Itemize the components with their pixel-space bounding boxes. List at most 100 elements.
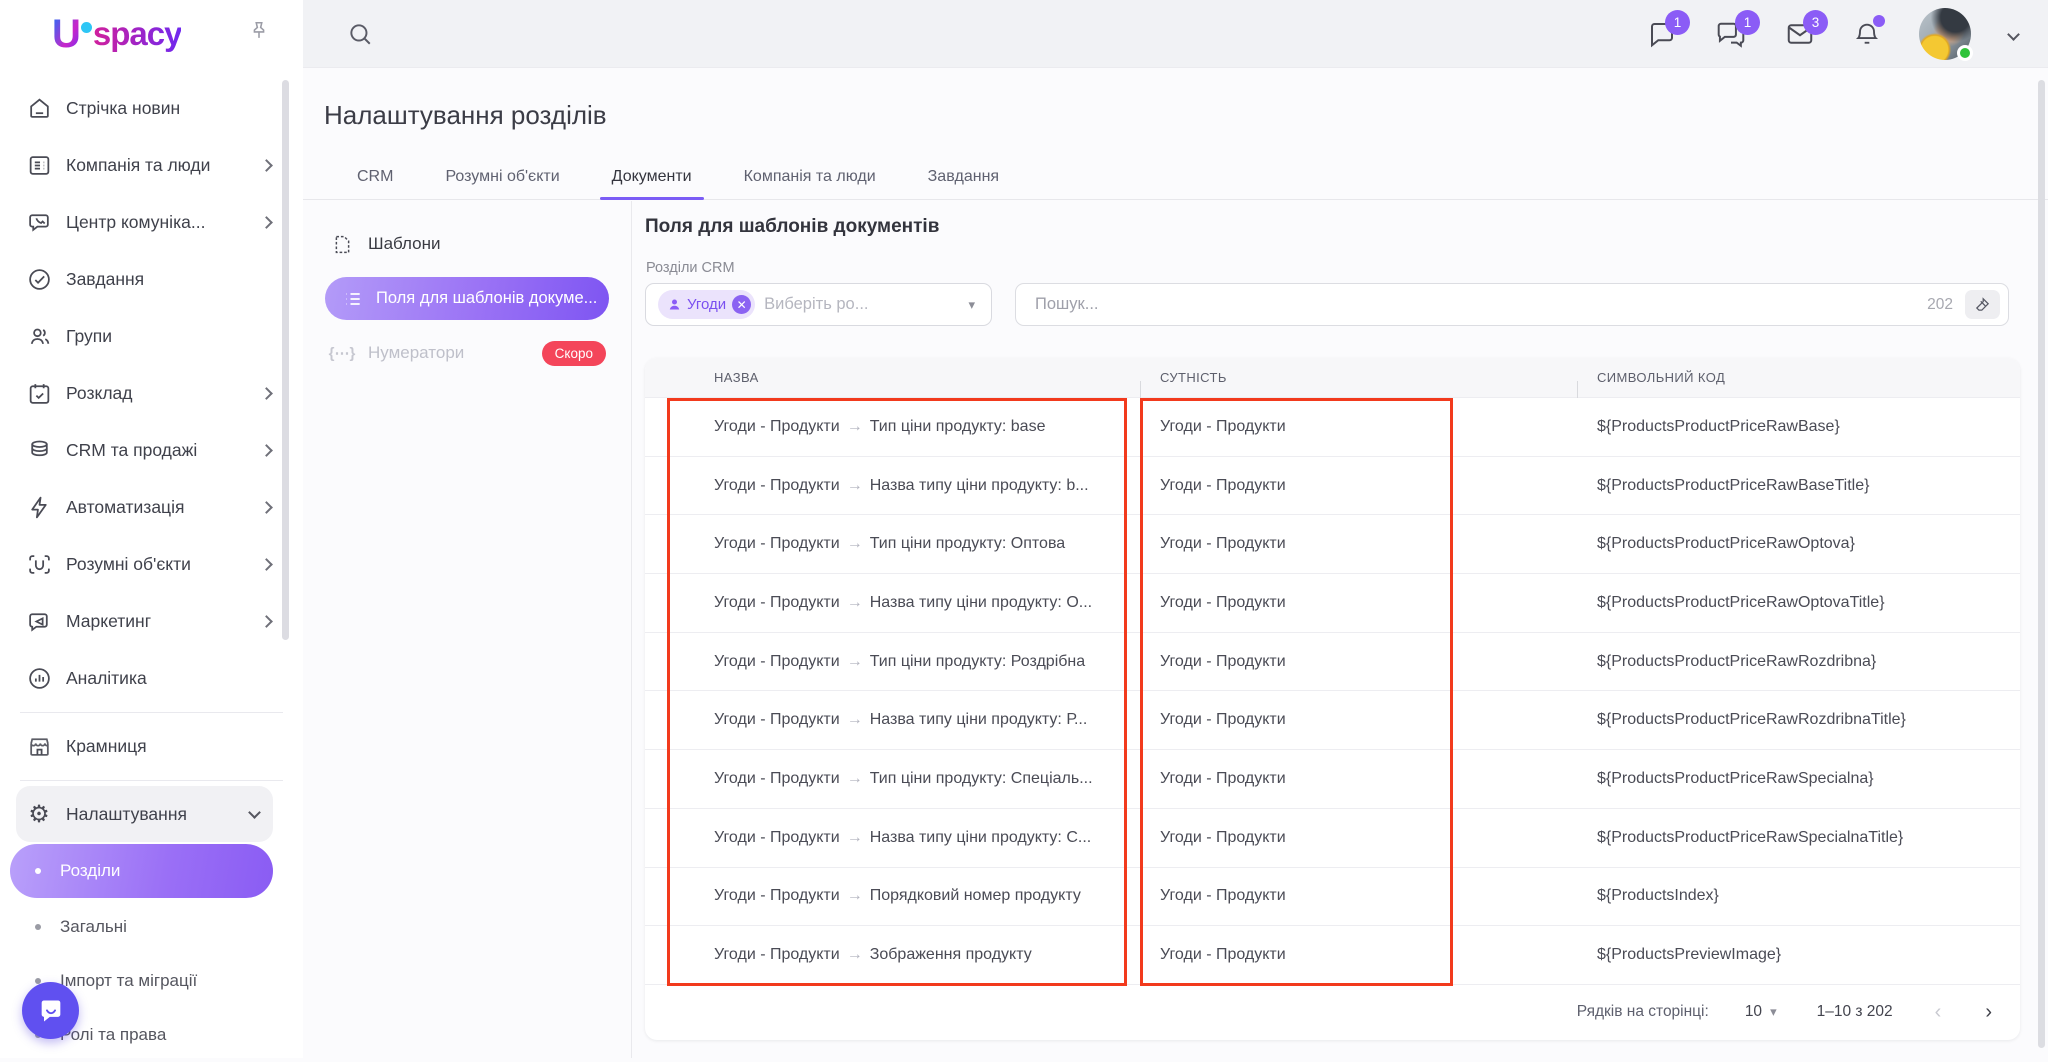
document-icon bbox=[330, 234, 354, 255]
sidebar-item-shop[interactable]: Крамниця bbox=[0, 718, 303, 775]
symbol-code: ${ProductsProductPriceRawOptovaTitle} bbox=[1597, 593, 1885, 611]
select-caret-icon[interactable]: ▾ bbox=[968, 296, 975, 312]
chevron-down-icon bbox=[248, 805, 261, 819]
subnav-item-numerators[interactable]: {⋯} Нумератори Скоро bbox=[303, 330, 631, 376]
pagination-range: 1–10 з 202 bbox=[1816, 1003, 1893, 1021]
chevron-right-icon bbox=[260, 501, 273, 514]
sidebar-item-settings[interactable]: ⚙ Налаштування bbox=[16, 786, 273, 842]
sidebar-item-company-people[interactable]: Компанія та люди bbox=[0, 137, 303, 194]
support-chat-button[interactable] bbox=[22, 982, 79, 1039]
symbol-code: ${ProductsProductPriceRawSpecialnaTitle} bbox=[1597, 828, 1904, 846]
bell-icon[interactable] bbox=[1853, 15, 1885, 48]
rows-per-page-caret-icon[interactable]: ▾ bbox=[1770, 1004, 1777, 1020]
sidebar-item-groups[interactable]: Групи bbox=[0, 308, 303, 365]
arrow-icon: → bbox=[846, 828, 863, 846]
previous-page-button[interactable]: ‹ bbox=[1934, 1000, 1942, 1023]
table-row[interactable]: Угоди - Продукти → Порядковий номер продук… bbox=[645, 866, 2020, 926]
chip-remove-icon[interactable]: ✕ bbox=[732, 295, 752, 314]
chevron-right-icon bbox=[260, 615, 273, 628]
mail-icon[interactable]: 3 bbox=[1785, 10, 1828, 49]
group-chat-icon[interactable]: 1 bbox=[1715, 10, 1760, 49]
sidebar-item-smart-objects[interactable]: Розумні об'єкти bbox=[0, 536, 303, 593]
topbar: 1 1 3 bbox=[303, 0, 2048, 68]
crm-icon bbox=[25, 437, 53, 465]
automation-icon bbox=[25, 494, 53, 522]
subnav-item-templates[interactable]: Шаблони bbox=[303, 221, 631, 267]
fields-table-card: НАЗВА СУТНІСТЬ СИМВОЛЬНИЙ КОД Угоди - Пр… bbox=[645, 358, 2020, 1040]
uspacy-logo[interactable]: U spacy bbox=[52, 12, 182, 56]
tab-crm[interactable]: CRM bbox=[357, 168, 394, 185]
arrow-icon: → bbox=[846, 476, 863, 494]
arrow-icon: → bbox=[846, 769, 863, 787]
page-scrollbar[interactable] bbox=[2038, 80, 2045, 1048]
rows-per-page-value[interactable]: 10 bbox=[1744, 1003, 1763, 1021]
smart-objects-icon bbox=[25, 551, 53, 579]
table-row[interactable]: Угоди - Продукти → Тип ціни продукту: Опто… bbox=[645, 514, 2020, 573]
groups-icon bbox=[25, 323, 53, 351]
sidebar-item-communication-center[interactable]: Центр комуніка... bbox=[0, 194, 303, 251]
sidebar-subitem-general[interactable]: Загальні bbox=[0, 900, 303, 954]
sidebar-item-schedule[interactable]: Розклад bbox=[0, 365, 303, 422]
sidebar-item-marketing[interactable]: Маркетинг bbox=[0, 593, 303, 650]
tab-tasks[interactable]: Завдання bbox=[927, 168, 1000, 185]
logo-u-glyph: U bbox=[52, 12, 81, 56]
tab-smart-objects[interactable]: Розумні об'єкти bbox=[445, 168, 560, 185]
crm-sections-select[interactable]: Угоди ✕ Виберіть ро... ▾ bbox=[645, 283, 992, 326]
eraser-icon bbox=[1975, 297, 1990, 311]
column-header-entity[interactable]: СУТНІСТЬ bbox=[1140, 370, 1577, 398]
table-row[interactable]: Угоди - Продукти → Назва типу ціни продукт… bbox=[645, 807, 2020, 867]
numerator-icon: {⋯} bbox=[328, 345, 356, 362]
table-row[interactable]: Угоди - Продукти → Тип ціни продукту: Спец… bbox=[645, 749, 2020, 808]
subnav-item-template-fields[interactable]: Поля для шаблонів докуме... bbox=[325, 277, 609, 320]
logo-dot bbox=[80, 21, 92, 33]
clear-search-button[interactable] bbox=[1965, 290, 2000, 319]
arrow-icon: → bbox=[846, 535, 863, 553]
profile-chevron-down-icon[interactable] bbox=[2007, 27, 2020, 41]
schedule-icon bbox=[25, 380, 53, 408]
table-row[interactable]: Угоди - Продукти → Назва типу ціни продукт… bbox=[645, 690, 2020, 749]
sidebar-subitem-sections[interactable]: Розділи bbox=[10, 844, 273, 898]
gear-icon: ⚙ bbox=[28, 800, 50, 828]
search-input[interactable] bbox=[1035, 295, 1928, 314]
page-title: Налаштування розділів bbox=[324, 100, 607, 130]
table-row[interactable]: Угоди - Продукти → Зображення продукту Уго… bbox=[645, 925, 2020, 984]
table-header-row: НАЗВА СУТНІСТЬ СИМВОЛЬНИЙ КОД bbox=[645, 358, 2020, 398]
sidebar-item-crm-sales[interactable]: CRM та продажі bbox=[0, 422, 303, 479]
chevron-right-icon bbox=[260, 216, 273, 229]
table-row[interactable]: Угоди - Продукти → Тип ціни продукту: base… bbox=[645, 397, 2020, 456]
selected-chip-deals[interactable]: Угоди ✕ bbox=[658, 290, 756, 319]
table-row[interactable]: Угоди - Продукти → Назва типу ціни продукт… bbox=[645, 573, 2020, 632]
table-row[interactable]: Угоди - Продукти → Назва типу ціни продукт… bbox=[645, 455, 2020, 515]
table-row[interactable]: Угоди - Продукти → Тип ціни продукту: Розд… bbox=[645, 631, 2020, 691]
symbol-code: ${ProductsPreviewImage} bbox=[1597, 946, 1782, 964]
sidebar: U spacy Стрічка новин Компанія та люди bbox=[0, 0, 303, 1058]
pagination: Рядків на сторінці: 10 ▾ 1–10 з 202 ‹ › bbox=[645, 983, 2020, 1040]
sidebar-item-automation[interactable]: Автоматизація bbox=[0, 479, 303, 536]
next-page-button[interactable]: › bbox=[1985, 1000, 1992, 1023]
arrow-icon: → bbox=[846, 946, 863, 964]
sidebar-scrollbar[interactable] bbox=[282, 80, 289, 640]
sidebar-item-analytics[interactable]: Аналітика bbox=[0, 650, 303, 707]
bell-badge-dot bbox=[1873, 15, 1885, 27]
symbol-code: ${ProductsProductPriceRawSpecialna} bbox=[1597, 769, 1874, 787]
avatar[interactable] bbox=[1919, 8, 1973, 61]
shop-icon bbox=[25, 733, 53, 761]
arrow-icon: → bbox=[846, 593, 863, 611]
tab-documents[interactable]: Документи bbox=[599, 160, 704, 200]
sidebar-item-news-feed[interactable]: Стрічка новин bbox=[0, 80, 303, 137]
pin-sidebar-icon[interactable] bbox=[248, 20, 270, 42]
symbol-code: ${ProductsIndex} bbox=[1597, 887, 1719, 905]
column-header-symbol-code[interactable]: СИМВОЛЬНИЙ КОД bbox=[1577, 370, 2020, 398]
chat-bubble-icon bbox=[41, 1000, 60, 1021]
arrow-icon: → bbox=[846, 711, 863, 729]
tab-company-people[interactable]: Компанія та люди bbox=[743, 168, 876, 185]
search-icon[interactable] bbox=[347, 21, 373, 47]
chat-notifications-icon[interactable]: 1 bbox=[1647, 10, 1690, 49]
soon-badge: Скоро bbox=[541, 340, 606, 366]
column-header-name[interactable]: НАЗВА bbox=[714, 370, 759, 385]
bullet-icon bbox=[35, 924, 41, 930]
list-icon bbox=[342, 289, 364, 309]
arrow-icon: → bbox=[846, 652, 863, 670]
sidebar-item-tasks[interactable]: Завдання bbox=[0, 251, 303, 308]
sidebar-subitem-import-migrations[interactable]: Імпорт та міграції bbox=[0, 954, 303, 1008]
